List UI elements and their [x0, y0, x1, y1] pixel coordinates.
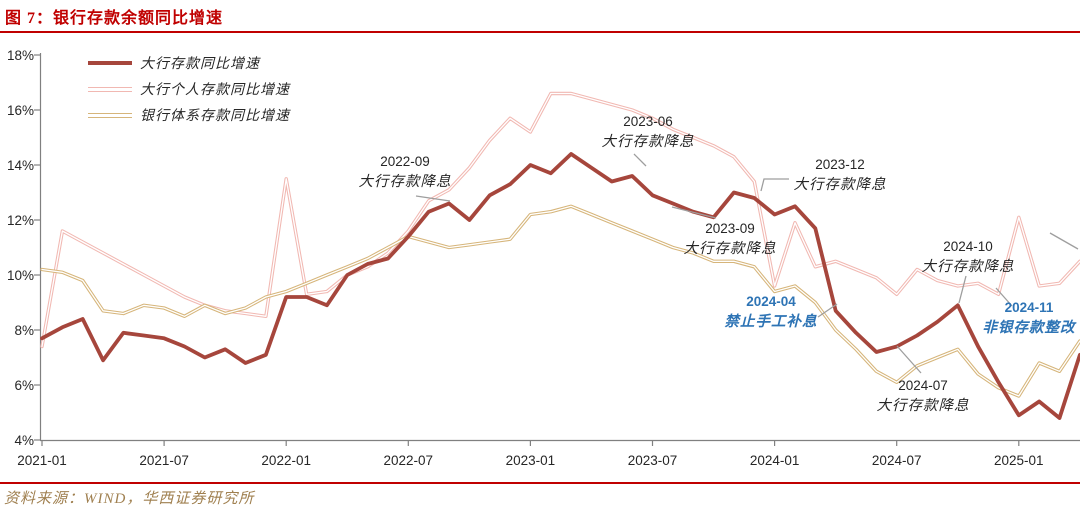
title-divider-line [0, 31, 1080, 33]
annotation-date-2024-10: 2024-10 [943, 239, 993, 254]
annotation-date-2024-04: 2024-04 [746, 294, 796, 309]
legend-item-major-bank-personal-deposits: 大行个人存款同比增速 [88, 76, 290, 102]
annotation-leader-2024-07 [896, 345, 922, 374]
annotation-date-2023-12: 2023-12 [815, 157, 865, 172]
y-tick-label: 16% [7, 103, 34, 118]
series-line-0 [40, 152, 1080, 420]
annotation-date-2024-11: 2024-11 [1005, 300, 1054, 315]
annotation-leader-2023-09 [671, 206, 717, 219]
annotation-label-2024-07: 大行存款降息 [877, 397, 970, 414]
y-tick-label: 14% [7, 158, 34, 173]
annotation-label-2023-06: 大行存款降息 [602, 133, 695, 150]
annotation-label-2023-12: 大行存款降息 [794, 176, 887, 193]
annotation-date-2023-09: 2023-09 [705, 221, 755, 236]
annotation-leader-2024-10 [958, 275, 967, 304]
legend-label: 大行个人存款同比增速 [140, 83, 290, 98]
legend-label: 银行体系存款同比增速 [140, 109, 290, 124]
x-tick-label: 2021-01 [17, 453, 67, 468]
y-tick-label: 8% [14, 323, 34, 338]
y-tick-label: 4% [14, 433, 34, 448]
annotation-label-2023-09: 大行存款降息 [684, 240, 777, 257]
annotation-leader-2024-11 [995, 287, 1013, 307]
annotation-leader-2022-09 [415, 195, 451, 202]
x-tick-label: 2023-07 [628, 453, 678, 468]
legend-swatch-solid-line [88, 61, 132, 65]
x-tick-label: 2024-01 [750, 453, 800, 468]
annotation-label-2024-10: 大行存款降息 [922, 258, 1015, 275]
y-tick-label: 10% [7, 268, 34, 283]
legend-label: 大行存款同比增速 [140, 57, 260, 72]
legend-item-major-bank-deposits: 大行存款同比增速 [88, 50, 290, 76]
annotation-label-2024-04: 禁止手工补息 [725, 313, 818, 330]
annotation-date-2024-07: 2024-07 [898, 378, 948, 393]
chart-legend: 大行存款同比增速 大行个人存款同比增速 银行体系存款同比增速 [88, 50, 290, 128]
annotation-leader-2023-12 [760, 178, 789, 192]
annotation-leader-2023-06 [633, 153, 647, 167]
annotation-leader-extra-0 [1049, 232, 1079, 250]
x-tick-label: 2023-01 [506, 453, 556, 468]
legend-swatch-double-line-tan [88, 112, 132, 118]
annotation-label-2024-11: 非银存款整改 [983, 319, 1077, 336]
x-tick-label: 2022-07 [384, 453, 434, 468]
y-tick-label: 6% [14, 378, 34, 393]
figure-title: 图 7：银行存款余额同比增速 [5, 10, 224, 27]
legend-item-banking-system-deposits: 银行体系存款同比增速 [88, 102, 290, 128]
annotation-label-2022-09: 大行存款降息 [359, 173, 452, 190]
annotation-date-2023-06: 2023-06 [623, 114, 673, 129]
source-note: 资料来源：WIND，华西证券研究所 [4, 491, 255, 507]
x-tick-label: 2021-07 [139, 453, 189, 468]
x-tick-label: 2024-07 [872, 453, 922, 468]
series-line-2-inner [41, 205, 1080, 397]
footer-divider-line [0, 482, 1080, 484]
x-tick-label: 2022-01 [261, 453, 311, 468]
y-tick-label: 12% [7, 213, 34, 228]
x-tick-label: 2025-01 [994, 453, 1044, 468]
annotation-date-2022-09: 2022-09 [380, 154, 430, 169]
annotation-leader-2024-04 [817, 303, 838, 318]
legend-swatch-double-line-pink [88, 86, 132, 92]
y-tick-label: 18% [7, 48, 34, 63]
